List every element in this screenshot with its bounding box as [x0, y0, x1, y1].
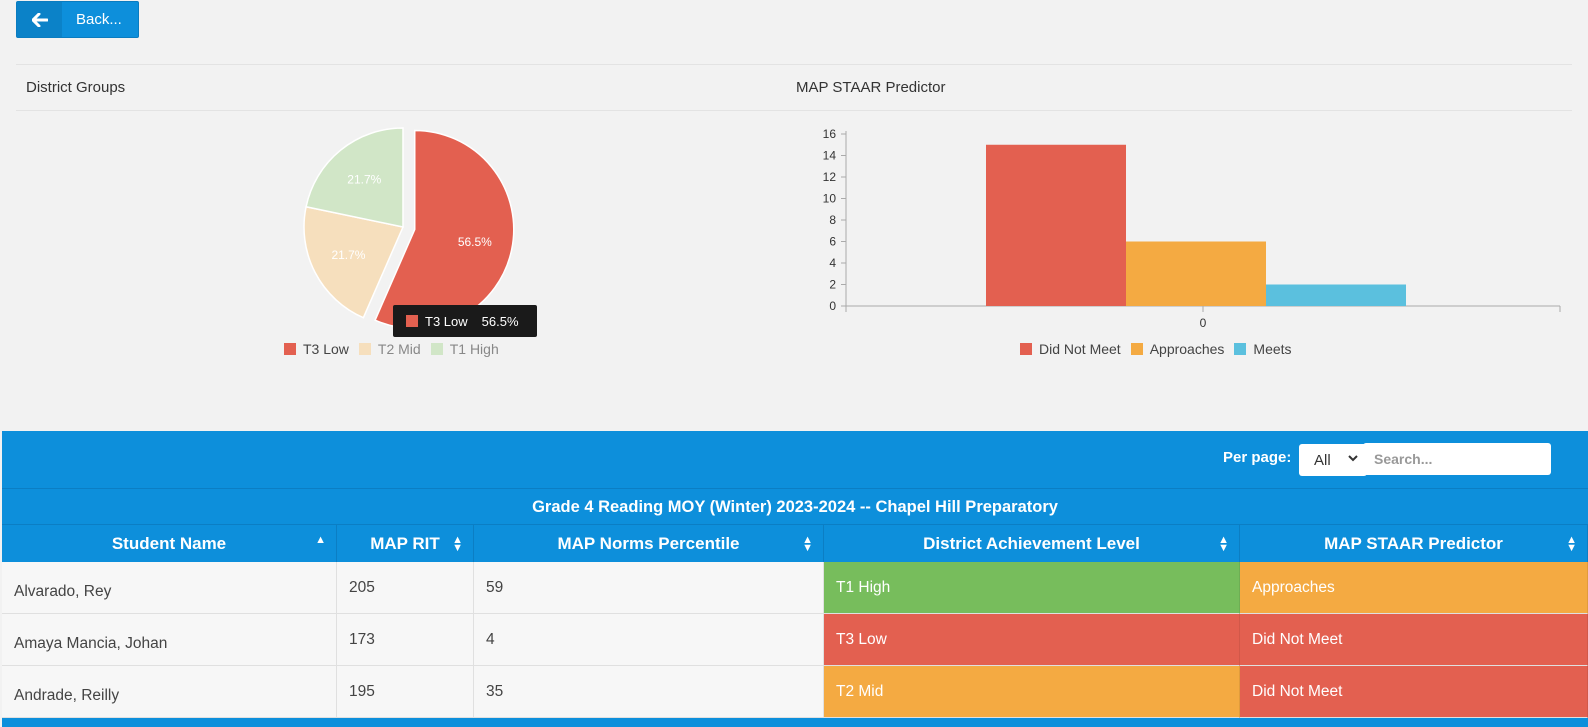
column-header-map-staar-predictor[interactable]: MAP STAAR Predictor ▲ ▼ [1240, 525, 1588, 563]
table-row: Andrade, Reilly 195 35 T2 Mid Did Not Me… [2, 666, 1588, 718]
pie-slice-t1-high[interactable] [305, 127, 404, 228]
cell-achievement-level: T2 Mid [824, 666, 1240, 718]
sort-asc-icon: ▲ [315, 534, 326, 546]
bar-approaches[interactable] [1126, 241, 1266, 307]
cell-student-name: Amaya Mancia, Johan [2, 614, 337, 666]
staar-predictor-title: MAP STAAR Predictor [796, 79, 946, 96]
search-input[interactable] [1363, 443, 1551, 475]
legend-swatch [1234, 343, 1247, 355]
pie-slice-label: 21.7% [331, 248, 365, 262]
pie-slice-t2-mid[interactable] [303, 205, 405, 319]
legend-label: T2 Mid [377, 341, 421, 357]
tooltip-value: 56.5% [481, 313, 519, 329]
table-row: Alvarado, Rey 205 59 T1 High Approaches [2, 562, 1588, 614]
column-header-label: District Achievement Level [923, 534, 1140, 553]
staar-predictor-bar-chart: 0 2 4 6 8 10 12 14 16 0 [823, 127, 1561, 330]
legend-item-t2-mid[interactable]: T2 Mid [358, 341, 421, 357]
per-page-label: Per page: [1223, 449, 1292, 466]
column-header-label: Student Name [111, 534, 227, 553]
y-tick-label: 0 [829, 299, 836, 313]
cell-map-rit: 195 [337, 666, 474, 718]
x-tick-label: 0 [1200, 316, 1207, 330]
legend-item-approaches[interactable]: Approaches [1130, 341, 1225, 357]
y-tick-label: 4 [829, 256, 836, 270]
divider [16, 110, 1572, 111]
pie-slice-label: 21.7% [347, 172, 381, 186]
column-header-label: MAP Norms Percentile [557, 534, 740, 553]
cell-map-rit: 173 [337, 614, 474, 666]
y-tick-label: 6 [829, 235, 836, 249]
table-row: Amaya Mancia, Johan 173 4 T3 Low Did Not… [2, 614, 1588, 666]
y-tick-label: 12 [823, 170, 837, 184]
legend-swatch [358, 343, 371, 355]
legend-label: Meets [1253, 341, 1292, 357]
pie-slice-label: 56.5% [458, 235, 492, 249]
students-table-panel: Per page: All Grade 4 Reading MOY (Winte… [2, 431, 1588, 727]
arrow-left-icon [17, 2, 62, 37]
cell-staar-predictor: Did Not Meet [1240, 666, 1588, 718]
legend-swatch [1130, 343, 1143, 355]
legend-label: T1 High [449, 341, 499, 357]
table-title: Grade 4 Reading MOY (Winter) 2023-2024 -… [2, 488, 1588, 525]
legend-label: Did Not Meet [1039, 341, 1121, 357]
chevron-down-icon [1347, 452, 1359, 467]
back-button-label: Back... [76, 11, 122, 28]
y-tick-label: 14 [823, 149, 837, 163]
table-toolbar: Per page: All [2, 431, 1588, 487]
bar-meets[interactable] [1266, 284, 1406, 307]
district-groups-pie-chart: 56.5% 21.7% 21.7% [303, 127, 515, 330]
cell-achievement-level: T3 Low [824, 614, 1240, 666]
legend-item-meets[interactable]: Meets [1234, 341, 1292, 357]
y-tick-label: 2 [829, 278, 836, 292]
cell-percentile: 59 [474, 562, 824, 614]
cell-achievement-level: T1 High [824, 562, 1240, 614]
sort-icon: ▲ ▼ [1218, 534, 1229, 554]
cell-student-name: Alvarado, Rey [2, 562, 337, 614]
cell-student-name: Andrade, Reilly [2, 666, 337, 718]
cell-staar-predictor: Approaches [1240, 562, 1588, 614]
per-page-value: All [1314, 451, 1331, 469]
legend-item-t1-high[interactable]: T1 High [430, 341, 499, 357]
column-header-map-norms-percentile[interactable]: MAP Norms Percentile ▲ ▼ [474, 525, 824, 563]
legend-item-did-not-meet[interactable]: Did Not Meet [1020, 341, 1121, 357]
column-header-district-achievement-level[interactable]: District Achievement Level ▲ ▼ [824, 525, 1240, 563]
tooltip-swatch [406, 315, 418, 327]
district-groups-legend: T3 Low T2 Mid T1 High [284, 341, 509, 357]
legend-swatch [1020, 343, 1032, 355]
tooltip-name: T3 Low [425, 313, 468, 329]
legend-swatch [284, 343, 296, 355]
legend-label: Approaches [1149, 341, 1225, 357]
pie-tooltip: T3 Low 56.5% [393, 305, 537, 337]
legend-item-t3-low[interactable]: T3 Low [284, 341, 349, 357]
column-header-label: MAP RIT [370, 534, 440, 553]
cell-staar-predictor: Did Not Meet [1240, 614, 1588, 666]
divider [16, 64, 1572, 65]
y-tick-label: 8 [829, 213, 836, 227]
sort-icon: ▲ ▼ [1566, 534, 1577, 554]
y-tick-label: 10 [823, 192, 837, 206]
sort-icon: ▲ ▼ [452, 534, 463, 554]
per-page-select[interactable]: All [1299, 444, 1367, 476]
cell-percentile: 35 [474, 666, 824, 718]
column-header-map-rit[interactable]: MAP RIT ▲ ▼ [337, 525, 474, 563]
cell-map-rit: 205 [337, 562, 474, 614]
column-header-label: MAP STAAR Predictor [1324, 534, 1503, 553]
district-groups-title: District Groups [26, 79, 126, 96]
bar-did-not-meet[interactable] [986, 144, 1126, 306]
table-header: Student Name ▲ MAP RIT ▲ ▼ MAP Norms Perc… [2, 524, 1588, 563]
y-tick-label: 16 [823, 127, 837, 141]
cell-percentile: 4 [474, 614, 824, 666]
staar-predictor-legend: Did Not Meet Approaches Meets [1020, 341, 1302, 357]
column-header-student-name[interactable]: Student Name ▲ [2, 525, 337, 563]
legend-swatch [430, 343, 443, 355]
sort-icon: ▲ ▼ [802, 534, 813, 554]
back-button[interactable]: Back... [16, 1, 139, 38]
legend-label: T3 Low [303, 341, 349, 357]
